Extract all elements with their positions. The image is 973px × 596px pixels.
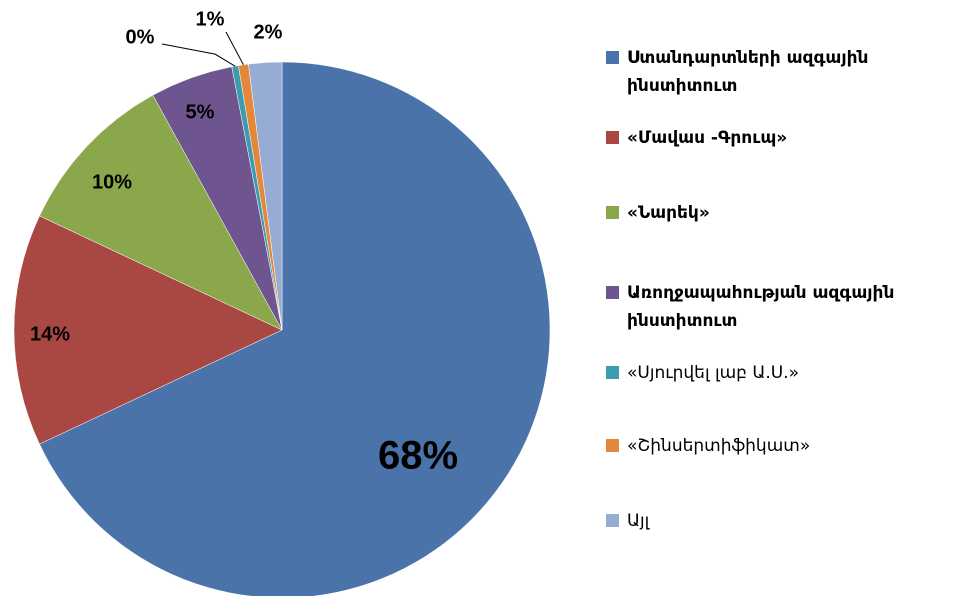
legend-swatch xyxy=(606,131,619,144)
legend-item: Առողջապահության ազգային ինստիտուտ xyxy=(606,279,966,335)
legend-label: «Շինսերտիֆիկատ» xyxy=(627,436,811,456)
legend-item: «Սյուրվել լաբ Ա.Ս.» xyxy=(606,359,966,387)
data-label: 68% xyxy=(378,434,458,478)
legend-swatch xyxy=(606,206,619,219)
leader-line xyxy=(225,31,244,66)
legend-swatch xyxy=(606,514,619,527)
legend-item: Այլ xyxy=(606,507,966,535)
legend-item: Ստանդարտների ազգային ինստիտուտ xyxy=(606,44,966,100)
legend-label: «Սյուրվել լաբ Ա.Ս.» xyxy=(627,363,799,383)
pie-slice xyxy=(39,94,283,331)
data-label: 0% xyxy=(126,26,155,48)
data-label: 5% xyxy=(186,101,215,123)
legend-item: «Շինսերտիֆիկատ» xyxy=(606,432,966,460)
legend-swatch xyxy=(606,51,619,64)
legend-label: «Նարեկ» xyxy=(627,203,710,223)
legend-label: Առողջապահության ազգային ինստիտուտ xyxy=(627,283,895,331)
leader-line xyxy=(161,43,236,67)
legend-label: Ստանդարտների ազգային ինստիտուտ xyxy=(627,48,869,96)
legend-swatch xyxy=(606,366,619,379)
legend-item: «Նարեկ» xyxy=(606,199,966,227)
pie-slice xyxy=(39,61,551,596)
data-label: 10% xyxy=(92,171,132,193)
data-label: 1% xyxy=(196,8,225,30)
pie-slice xyxy=(13,215,283,445)
legend-label: «Մավաս -Գրուպ» xyxy=(627,128,788,148)
legend-swatch xyxy=(606,286,619,299)
pie-slice xyxy=(248,61,283,331)
data-label: 14% xyxy=(30,323,70,345)
legend-swatch xyxy=(606,439,619,452)
legend-item: «Մավաս -Գրուպ» xyxy=(606,124,966,152)
legend-label: Այլ xyxy=(627,511,650,531)
data-label: 2% xyxy=(254,21,283,43)
